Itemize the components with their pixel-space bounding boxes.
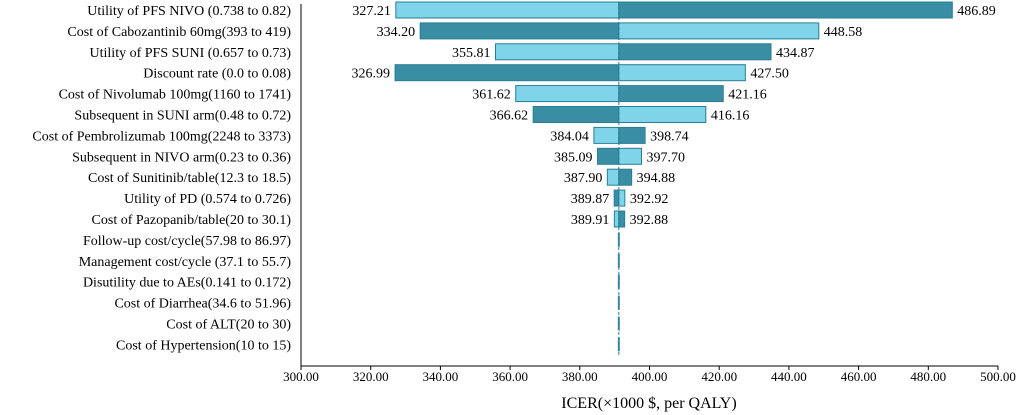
bar-right-segment: [618, 64, 746, 82]
value-label-high: 392.92: [630, 192, 669, 207]
bar-left-segment: [394, 64, 620, 82]
value-label-low: 384.04: [550, 129, 589, 144]
category-label: Disutility due to AEs(0.141 to 0.172): [83, 276, 291, 291]
bar-left-segment: [606, 168, 620, 186]
bar-left-segment: [597, 147, 620, 165]
category-label: Cost of ALT(20 to 30): [166, 318, 291, 333]
bars: [394, 1, 953, 356]
value-label-low: 389.87: [571, 192, 610, 207]
x-tick-label: 320.00: [353, 369, 389, 384]
value-label-high: 448.58: [824, 25, 863, 40]
value-label-high: 397.70: [646, 150, 685, 165]
category-label: Discount rate (0.0 to 0.08): [143, 67, 291, 82]
value-label-high: 434.87: [776, 46, 815, 61]
value-label-low: 326.99: [352, 67, 391, 82]
x-tick-label: 300.00: [283, 369, 319, 384]
x-tick-label: 420.00: [701, 369, 737, 384]
value-label-low: 385.09: [554, 150, 593, 165]
value-label-low: 355.81: [452, 46, 491, 61]
x-axis-title: ICER(×1000 $, per QALY): [561, 395, 736, 412]
bar-negligible: [617, 274, 620, 289]
bar-left-segment: [593, 126, 620, 144]
bar-right-segment: [618, 85, 724, 103]
category-label: Cost of Pembrolizumab 100mg(2248 to 3373…: [32, 129, 291, 144]
bar-right-segment: [618, 106, 707, 123]
value-label-low: 389.91: [571, 213, 610, 228]
x-tick-label: 360.00: [492, 369, 528, 384]
category-label: Cost of Diarrhea(34.6 to 51.96): [114, 297, 291, 312]
x-tick-label: 500.00: [980, 369, 1016, 384]
bar-left-segment: [515, 85, 620, 103]
bar-right-segment: [618, 168, 633, 186]
category-label: Cost of Cabozantinib 60mg(393 to 419): [67, 25, 291, 40]
value-label-high: 416.16: [711, 109, 750, 124]
x-tick-label: 400.00: [632, 369, 668, 384]
x-axis: 300.00 320.00 340.00 360.00 380.00 400.00 420.…: [283, 365, 1016, 384]
bar-left-segment: [613, 210, 620, 228]
value-label-high: 394.88: [637, 171, 676, 186]
value-label-high: 398.74: [650, 129, 689, 144]
category-label: Cost of Nivolumab 100mg(1160 to 1741): [59, 88, 292, 103]
value-label-low: 387.90: [564, 171, 603, 186]
bar-right-segment: [618, 189, 626, 207]
value-label-low: 327.21: [352, 4, 391, 19]
bar-left-segment: [395, 1, 620, 19]
bar-right-segment: [618, 147, 642, 165]
category-label: Subsequent in SUNI arm(0.48 to 0.72): [74, 109, 291, 124]
category-label: Utility of PFS SUNI (0.657 to 0.73): [90, 46, 292, 61]
value-label-high: 427.50: [750, 67, 789, 82]
category-label: Subsequent in NIVO arm(0.23 to 0.36): [72, 150, 291, 165]
value-labels: 327.21 486.89 334.20 448.58 355.81 434.87 326.…: [352, 4, 996, 228]
bar-negligible: [617, 253, 620, 268]
bar-right-segment: [618, 210, 626, 228]
bar-right-segment: [618, 43, 772, 61]
category-label: Utility of PFS NIVO (0.738 to 0.82): [87, 4, 291, 19]
category-label: Management cost/cycle (37.1 to 55.7): [79, 255, 292, 270]
value-label-low: 334.20: [377, 25, 416, 40]
category-label: Cost of Pazopanib/table(20 to 30.1): [92, 213, 292, 228]
x-tick-label: 460.00: [841, 369, 877, 384]
value-label-low: 361.62: [472, 88, 511, 103]
value-label-high: 392.88: [630, 213, 669, 228]
bar-left-segment: [613, 189, 620, 207]
x-tick-label: 380.00: [562, 369, 598, 384]
bar-left-segment: [532, 106, 620, 123]
category-labels: Utility of PFS NIVO (0.738 to 0.82) Cost …: [32, 4, 291, 353]
bar-right-segment: [618, 1, 953, 19]
value-label-high: 421.16: [728, 88, 767, 103]
x-tick-label: 480.00: [910, 369, 946, 384]
x-tick-label: 440.00: [771, 369, 807, 384]
category-label: Utility of PD (0.574 to 0.726): [124, 192, 291, 207]
x-tick-label: 340.00: [423, 369, 459, 384]
bar-left-segment: [494, 43, 620, 61]
value-label-high: 486.89: [957, 4, 996, 19]
bar-right-segment: [618, 126, 646, 144]
category-label: Follow-up cost/cycle(57.98 to 86.97): [83, 234, 291, 249]
category-label: Cost of Sunitinib/table(12.3 to 18.5): [88, 171, 291, 186]
category-label: Cost of Hypertension(10 to 15): [116, 338, 291, 353]
bar-right-segment: [618, 22, 820, 40]
bar-left-segment: [419, 22, 620, 40]
value-label-low: 366.62: [490, 109, 529, 124]
